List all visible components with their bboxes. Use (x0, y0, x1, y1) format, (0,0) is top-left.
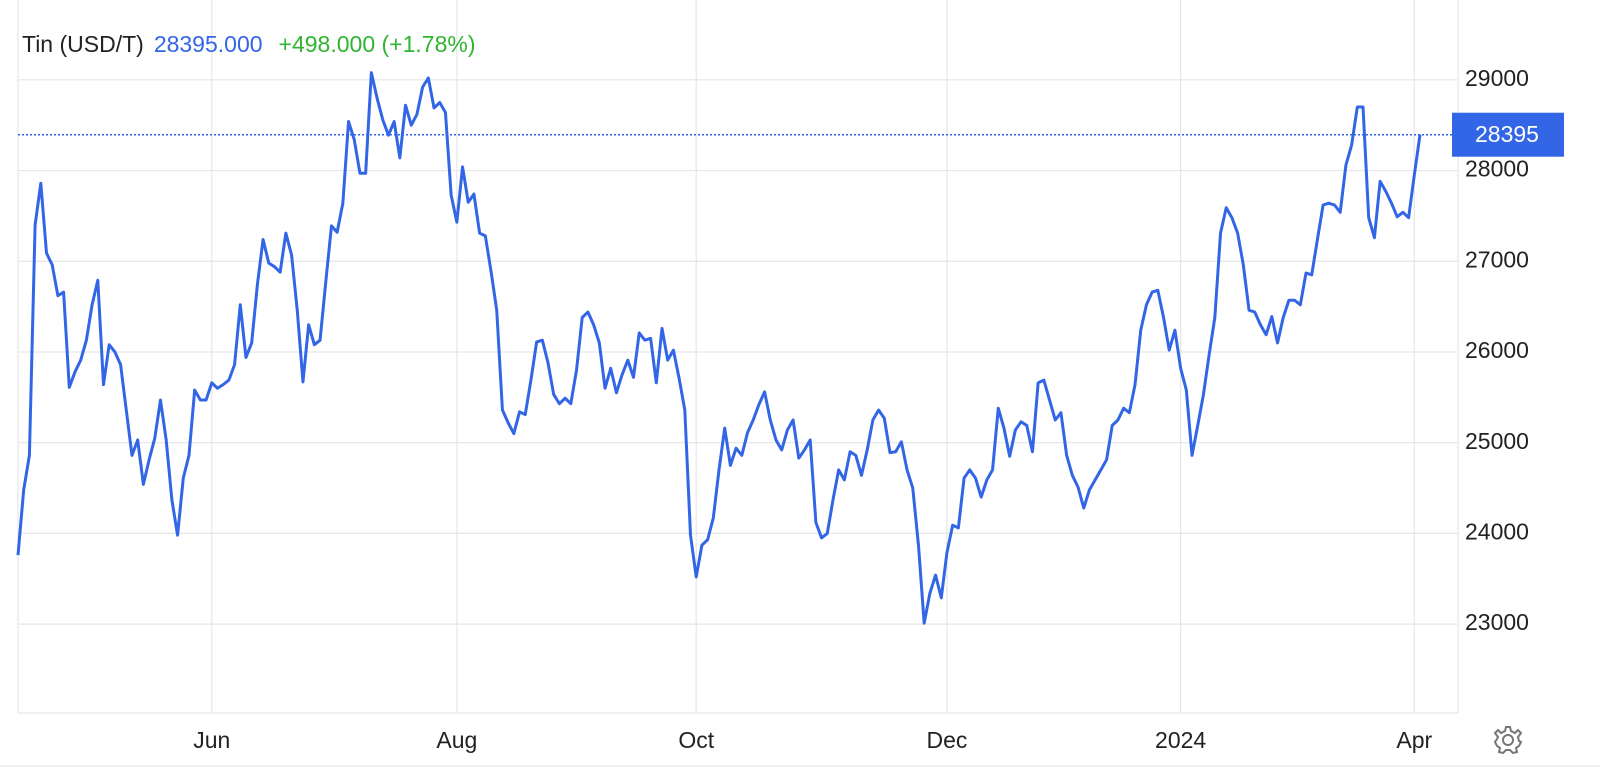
last-price: 28395.000 (154, 31, 263, 57)
y-tick-label: 27000 (1465, 246, 1529, 272)
last-price-badge: 28395 (1452, 112, 1564, 157)
y-tick-label: 25000 (1465, 428, 1529, 454)
last-price-badge-label: 28395 (1475, 121, 1539, 147)
settings-icon-gear (1493, 726, 1523, 755)
y-tick-label: 23000 (1465, 609, 1529, 635)
legend-title: Tin (USD/T) (22, 31, 144, 57)
y-tick-label: 26000 (1465, 337, 1529, 363)
x-tick-label: Apr (1396, 727, 1432, 753)
price-change: +498.000 (+1.78%) (279, 31, 476, 57)
x-tick-label: Aug (436, 727, 477, 753)
legend-header: Tin (USD/T) 28395.000 +498.000 (+1.78%) (22, 31, 475, 57)
price-line-series (16, 71, 1422, 625)
x-tick-label: Oct (678, 727, 714, 753)
plot-layer: 23000 24000 25000 26000 27000 28000 29000 Jun Au… (16, 0, 1564, 753)
settings-icon-center (1502, 734, 1514, 746)
y-tick-label: 28000 (1465, 156, 1529, 182)
y-tick-label: 24000 (1465, 518, 1529, 544)
x-tick-label: 2024 (1155, 727, 1206, 753)
settings-icon[interactable] (1493, 726, 1523, 755)
y-tick-label: 29000 (1465, 65, 1529, 91)
last-price-badge-box (1452, 112, 1564, 157)
x-tick-label: Dec (927, 727, 968, 753)
x-tick-label: Jun (193, 727, 230, 753)
